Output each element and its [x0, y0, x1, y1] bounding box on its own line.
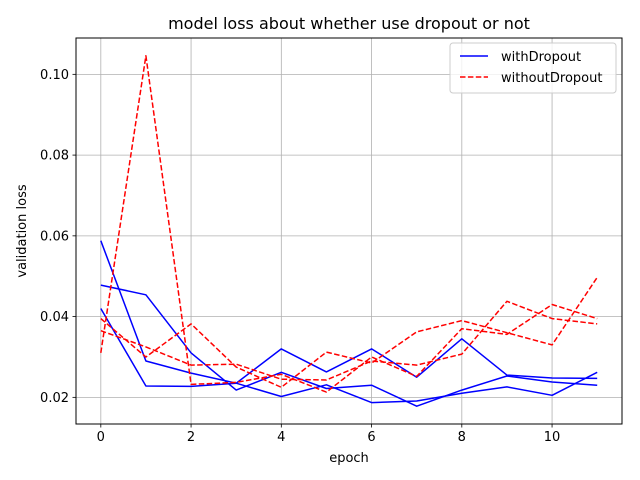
chart-title: model loss about whether use dropout or … [168, 14, 530, 33]
plot-area-background [76, 38, 622, 424]
y-tick-label: 0.10 [40, 68, 69, 83]
y-axis: 0.02 0.04 0.06 0.08 0.10 [40, 68, 76, 406]
x-tick-label: 2 [187, 430, 195, 445]
plot-frame [75, 37, 623, 425]
series-line-withdropout-1 [100, 240, 598, 384]
x-tick-label: 6 [367, 430, 375, 445]
series-line-withoutdropout-5 [100, 276, 598, 389]
x-axis-label: epoch [329, 451, 369, 466]
legend-label-withdropout: withDropout [501, 50, 581, 65]
legend: withDropout withoutDropout [449, 42, 617, 94]
y-tick-label: 0.08 [40, 149, 69, 164]
x-axis: 0 2 4 6 8 10 [97, 424, 561, 445]
series-line-withdropout-3 [100, 308, 598, 404]
x-tick-label: 0 [97, 430, 105, 445]
y-tick-label: 0.06 [40, 229, 69, 244]
y-tick-label: 0.02 [40, 391, 69, 406]
series-layer [100, 55, 598, 407]
x-tick-label: 10 [544, 430, 561, 445]
legend-label-withoutdropout: withoutDropout [501, 71, 602, 86]
x-tick-label: 4 [277, 430, 285, 445]
y-axis-label: validation loss [15, 184, 30, 277]
y-tick-label: 0.04 [40, 310, 69, 325]
series-line-withdropout-2 [100, 284, 598, 407]
legend-box [449, 42, 617, 94]
x-tick-label: 8 [458, 430, 466, 445]
series-line-withoutdropout-6 [100, 300, 598, 381]
